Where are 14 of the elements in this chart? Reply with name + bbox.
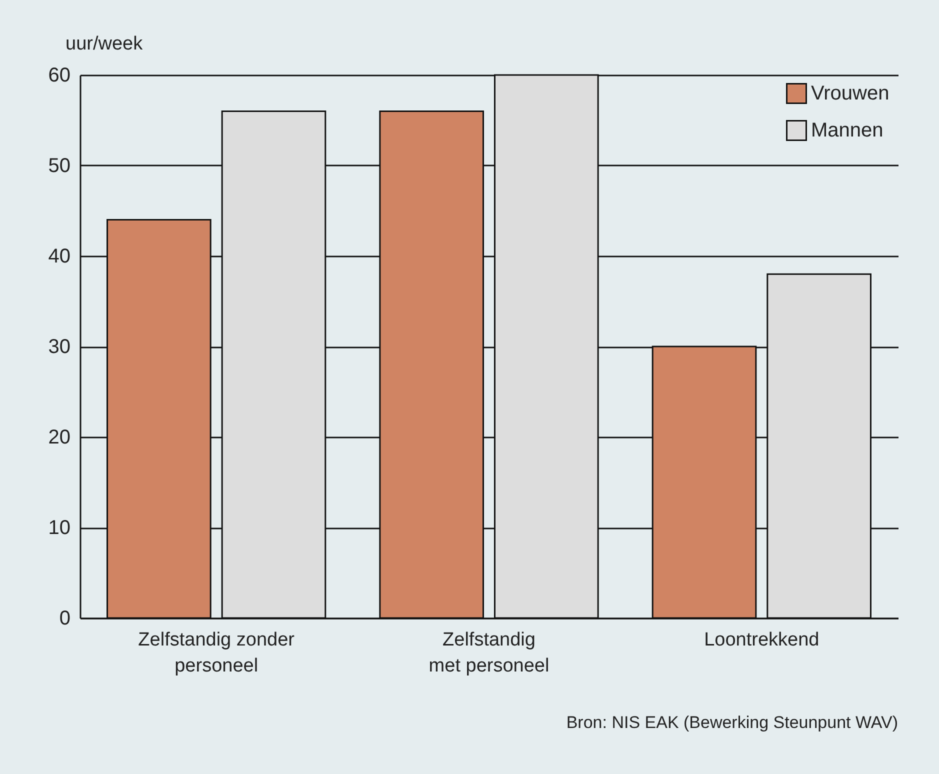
y-tick-label: 10: [48, 517, 70, 539]
y-tick-label: 50: [48, 155, 70, 177]
y-tick-label: 20: [48, 426, 70, 448]
y-tick-label: 60: [48, 64, 70, 86]
y-tick-label: 40: [48, 246, 70, 268]
x-tick-label: Zelfstandig zonder personeel: [138, 630, 296, 676]
y-tick-label: 30: [48, 336, 70, 358]
text: Bron: NIS EAK (Bewerking Steunpunt WAV): [566, 713, 898, 732]
legend-label: Vrouwen: [811, 82, 890, 104]
x-tick-label: Zelfstandig met personeel: [428, 630, 550, 676]
y-axis-title: uur/week: [66, 34, 144, 54]
y-tick-label: 0: [59, 608, 70, 630]
legend-label: Mannen: [811, 120, 884, 142]
x-tick-label: Loontrekkend: [704, 630, 820, 650]
